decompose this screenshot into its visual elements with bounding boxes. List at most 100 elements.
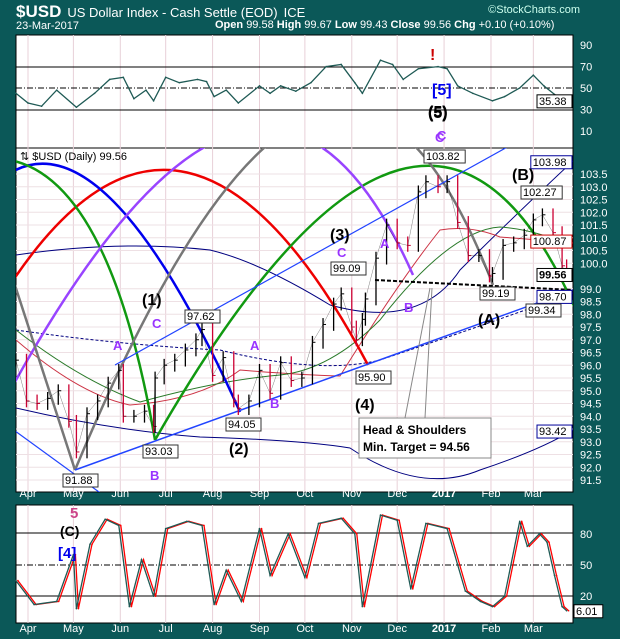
rsi-line-point — [133, 97, 135, 100]
rsi-line-point — [122, 76, 125, 79]
pivot-label: 103.82 — [426, 151, 460, 163]
price-tick-label: 91.5 — [580, 475, 601, 487]
x-tick-label: Mar — [524, 488, 543, 500]
stoch-fast-line-point — [425, 522, 427, 525]
rsi-series — [15, 59, 568, 109]
neckline — [374, 279, 573, 291]
pivot-label-box — [184, 309, 221, 324]
stoch-fast-line-point — [75, 607, 78, 610]
rsi-line-point — [543, 85, 545, 87]
price-tick-label: 103.0 — [580, 182, 608, 194]
callout-pointer — [404, 287, 433, 419]
rsi-line-point — [145, 89, 147, 91]
stoch-slow-line-point — [242, 600, 245, 603]
rsi-line-point — [325, 65, 327, 68]
wave-label: A — [250, 338, 260, 353]
price-close-line — [15, 181, 567, 453]
stoch-fast-line-point — [186, 520, 188, 523]
x-tick-label: Aug — [203, 488, 223, 500]
stoch-slow-line-point — [271, 574, 273, 577]
close-label: Close — [390, 19, 421, 31]
wave-label: B — [270, 396, 279, 411]
stoch-slow-line-point — [91, 543, 93, 545]
stoch-slow-line-point — [505, 595, 508, 597]
chg-label: Chg — [454, 19, 476, 31]
stoch-slow-line-point — [567, 609, 570, 612]
stoch-fast-line-point — [379, 514, 382, 516]
high-value: 99.67 — [304, 19, 332, 31]
price-tag: 100.87 — [533, 236, 567, 248]
rsi-tick-label: 70 — [580, 62, 592, 74]
rsi-line-point — [178, 81, 181, 84]
stoch-slow-line-point — [520, 520, 523, 523]
stoch-slow-line-point — [356, 533, 358, 535]
rsi-line-point — [205, 80, 208, 83]
stoch-fast-line-point — [565, 609, 568, 612]
stoch-slow-line-point — [119, 524, 122, 527]
rsi-marker: ! — [430, 47, 435, 64]
stoch-slow-line-point — [203, 524, 205, 527]
annotations: 103.98 100.87 99.56 98.70 93.42 35.38 6.01 91.8… — [20, 47, 604, 619]
stoch-tick-label: 50 — [580, 560, 592, 572]
pivot-label-box — [355, 370, 392, 385]
stoch-fast-line-point — [152, 595, 155, 597]
stoch-last-value: 6.01 — [576, 606, 597, 618]
rsi-line-point — [93, 92, 96, 95]
x-tick-label: Nov — [342, 623, 362, 635]
stoch-slow-line-point — [448, 527, 450, 530]
stoch-fast-line-point — [538, 533, 541, 535]
stoch-tick-label: 20 — [580, 591, 592, 603]
wave-label: (B) — [512, 167, 534, 184]
stoch-slow-line-point — [215, 603, 217, 606]
stoch-slow-line-point — [540, 533, 543, 535]
price-tick-label: 93.5 — [580, 424, 601, 436]
cycle-arc-gray — [73, 148, 495, 471]
pivot-label: 97.62 — [187, 311, 215, 323]
stoch-fast-line-point — [304, 576, 306, 579]
chg-value: +0.10 (+0.10%) — [478, 19, 555, 31]
cycle-arc-green-2 — [153, 164, 573, 441]
price-tick-label: 96.0 — [580, 360, 601, 372]
rsi-line-point — [491, 100, 494, 102]
pivot-label-box — [330, 261, 367, 276]
rsi-line-point — [27, 102, 29, 104]
wave-label: C — [152, 316, 162, 331]
price-tick-label: 95.0 — [580, 386, 601, 398]
low-value: 99.43 — [359, 19, 388, 31]
rsi-tick-label: 50 — [580, 83, 592, 95]
stoch-slow-line-point — [227, 569, 230, 571]
rsi-line-point — [40, 105, 43, 107]
rsi-line-point — [354, 81, 356, 84]
cycle-arc-purple — [16, 148, 415, 383]
x-tick-label: Nov — [342, 488, 362, 500]
price-tick-label: 97.5 — [580, 322, 601, 334]
pivot-label-box — [423, 149, 466, 164]
x-tick-label: May — [63, 623, 84, 635]
pivot-label: 99.19 — [482, 288, 510, 300]
rsi-panel — [15, 34, 574, 149]
rsi-line-point — [417, 67, 420, 70]
rsi-last-value: 35.38 — [539, 96, 567, 108]
bollinger-lower — [16, 407, 573, 480]
price-overlays — [16, 148, 573, 492]
rsi-line-point — [379, 59, 382, 61]
rsi-line-point — [472, 92, 474, 95]
stoch-fast-line-point — [354, 533, 356, 535]
price-tick-label: 97.0 — [580, 335, 601, 347]
wave-label: A — [380, 236, 390, 251]
high-label: High — [276, 19, 302, 31]
stoch-panel — [15, 504, 574, 624]
price-tick-label: 98.0 — [580, 309, 601, 321]
stoch-fast-line-point — [553, 574, 556, 577]
stoch-fast-line-point — [518, 520, 521, 523]
pivot-label-box — [142, 444, 179, 459]
stoch-fast-line-point — [258, 527, 261, 530]
rsi-tick-label: 10 — [580, 126, 592, 138]
rsi-line-point — [402, 78, 405, 81]
stoch-slow-line-point — [289, 533, 292, 535]
rsi-line-point — [15, 92, 17, 95]
price-tick-label: 94.0 — [580, 411, 601, 423]
wave-label: (2) — [229, 441, 249, 458]
x-tick-label: Sep — [250, 488, 270, 500]
